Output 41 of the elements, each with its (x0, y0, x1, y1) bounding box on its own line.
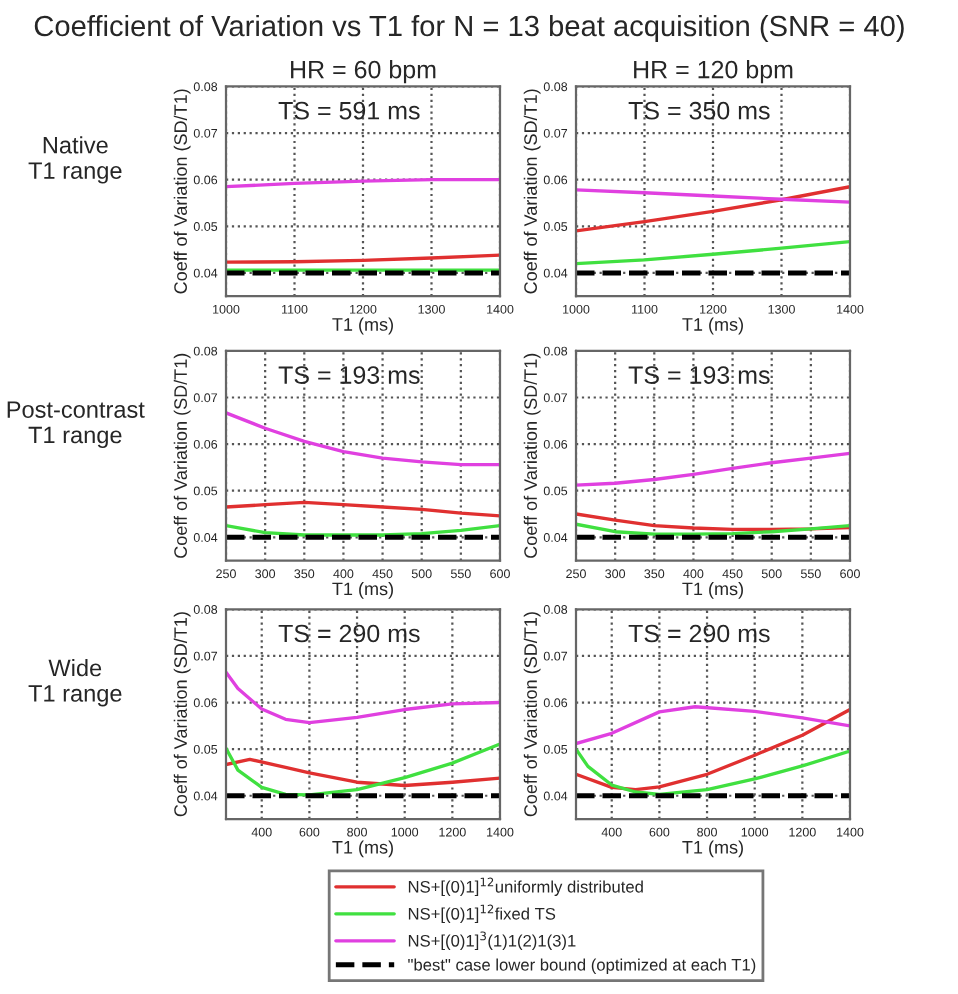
annotation: TS = 350 ms (628, 101, 770, 120)
x-axis-title: T1 (ms) (682, 840, 743, 858)
x-axis-title: T1 (ms) (332, 581, 393, 599)
text: Native T1 range (28, 136, 122, 184)
y-axis-title: Coeff of Variation (SD/T1) (173, 89, 191, 294)
line-series (226, 742, 500, 797)
line-series (576, 747, 850, 797)
annotation: TS = 591 ms (278, 101, 420, 120)
line-series (576, 188, 850, 204)
y-axis-title: Coeff of Variation (SD/T1) (523, 89, 541, 294)
legend-label: NS+[(0)1]$^{3}$(1)1(2)1(3)1 (408, 931, 576, 950)
x-axis-title: T1 (ms) (332, 317, 393, 335)
line-series (576, 185, 850, 233)
x-axis-title: T1 (ms) (682, 317, 743, 335)
line-series (576, 512, 850, 532)
line-series (226, 670, 500, 725)
text: Post-contrast T1 range (7, 401, 145, 449)
x-axis-title: T1 (ms) (682, 581, 743, 599)
annotation: TS = 193 ms (628, 366, 770, 384)
y-axis-title: Coeff of Variation (SD/T1) (173, 612, 191, 817)
annotation: TS = 290 ms (628, 624, 770, 643)
line-series (576, 707, 850, 792)
line-series (576, 705, 850, 746)
line-series (226, 757, 500, 788)
chart-subtitle: HR = 60 bpm (291, 60, 436, 84)
line-series (226, 411, 500, 467)
annotation: TS = 290 ms (278, 624, 420, 643)
line-series (226, 500, 500, 518)
y-axis-title: Coeff of Variation (SD/T1) (523, 612, 541, 817)
line-series (576, 451, 850, 487)
y-axis-title: Coeff of Variation (SD/T1) (173, 353, 191, 558)
line-series (576, 240, 850, 266)
x-axis-title: T1 (ms) (332, 840, 393, 858)
legend-label: "best" case lower bound (optimized at each T1) (408, 958, 756, 975)
annotation: TS = 193 ms (278, 366, 420, 384)
text: Wide T1 range (28, 659, 122, 707)
chart-subtitle: HR = 120 bpm (634, 60, 793, 84)
chart-title: Coefficient of Variation vs T1 for N = 13 beat acquisition (SNR = 40) (34, 14, 904, 43)
legend-label: NS+[(0)1]$^{12}$uniformly distributed (408, 877, 643, 896)
legend-label: NS+[(0)1]$^{12}$fixed TS (408, 904, 556, 923)
y-axis-title: Coeff of Variation (SD/T1) (523, 353, 541, 558)
